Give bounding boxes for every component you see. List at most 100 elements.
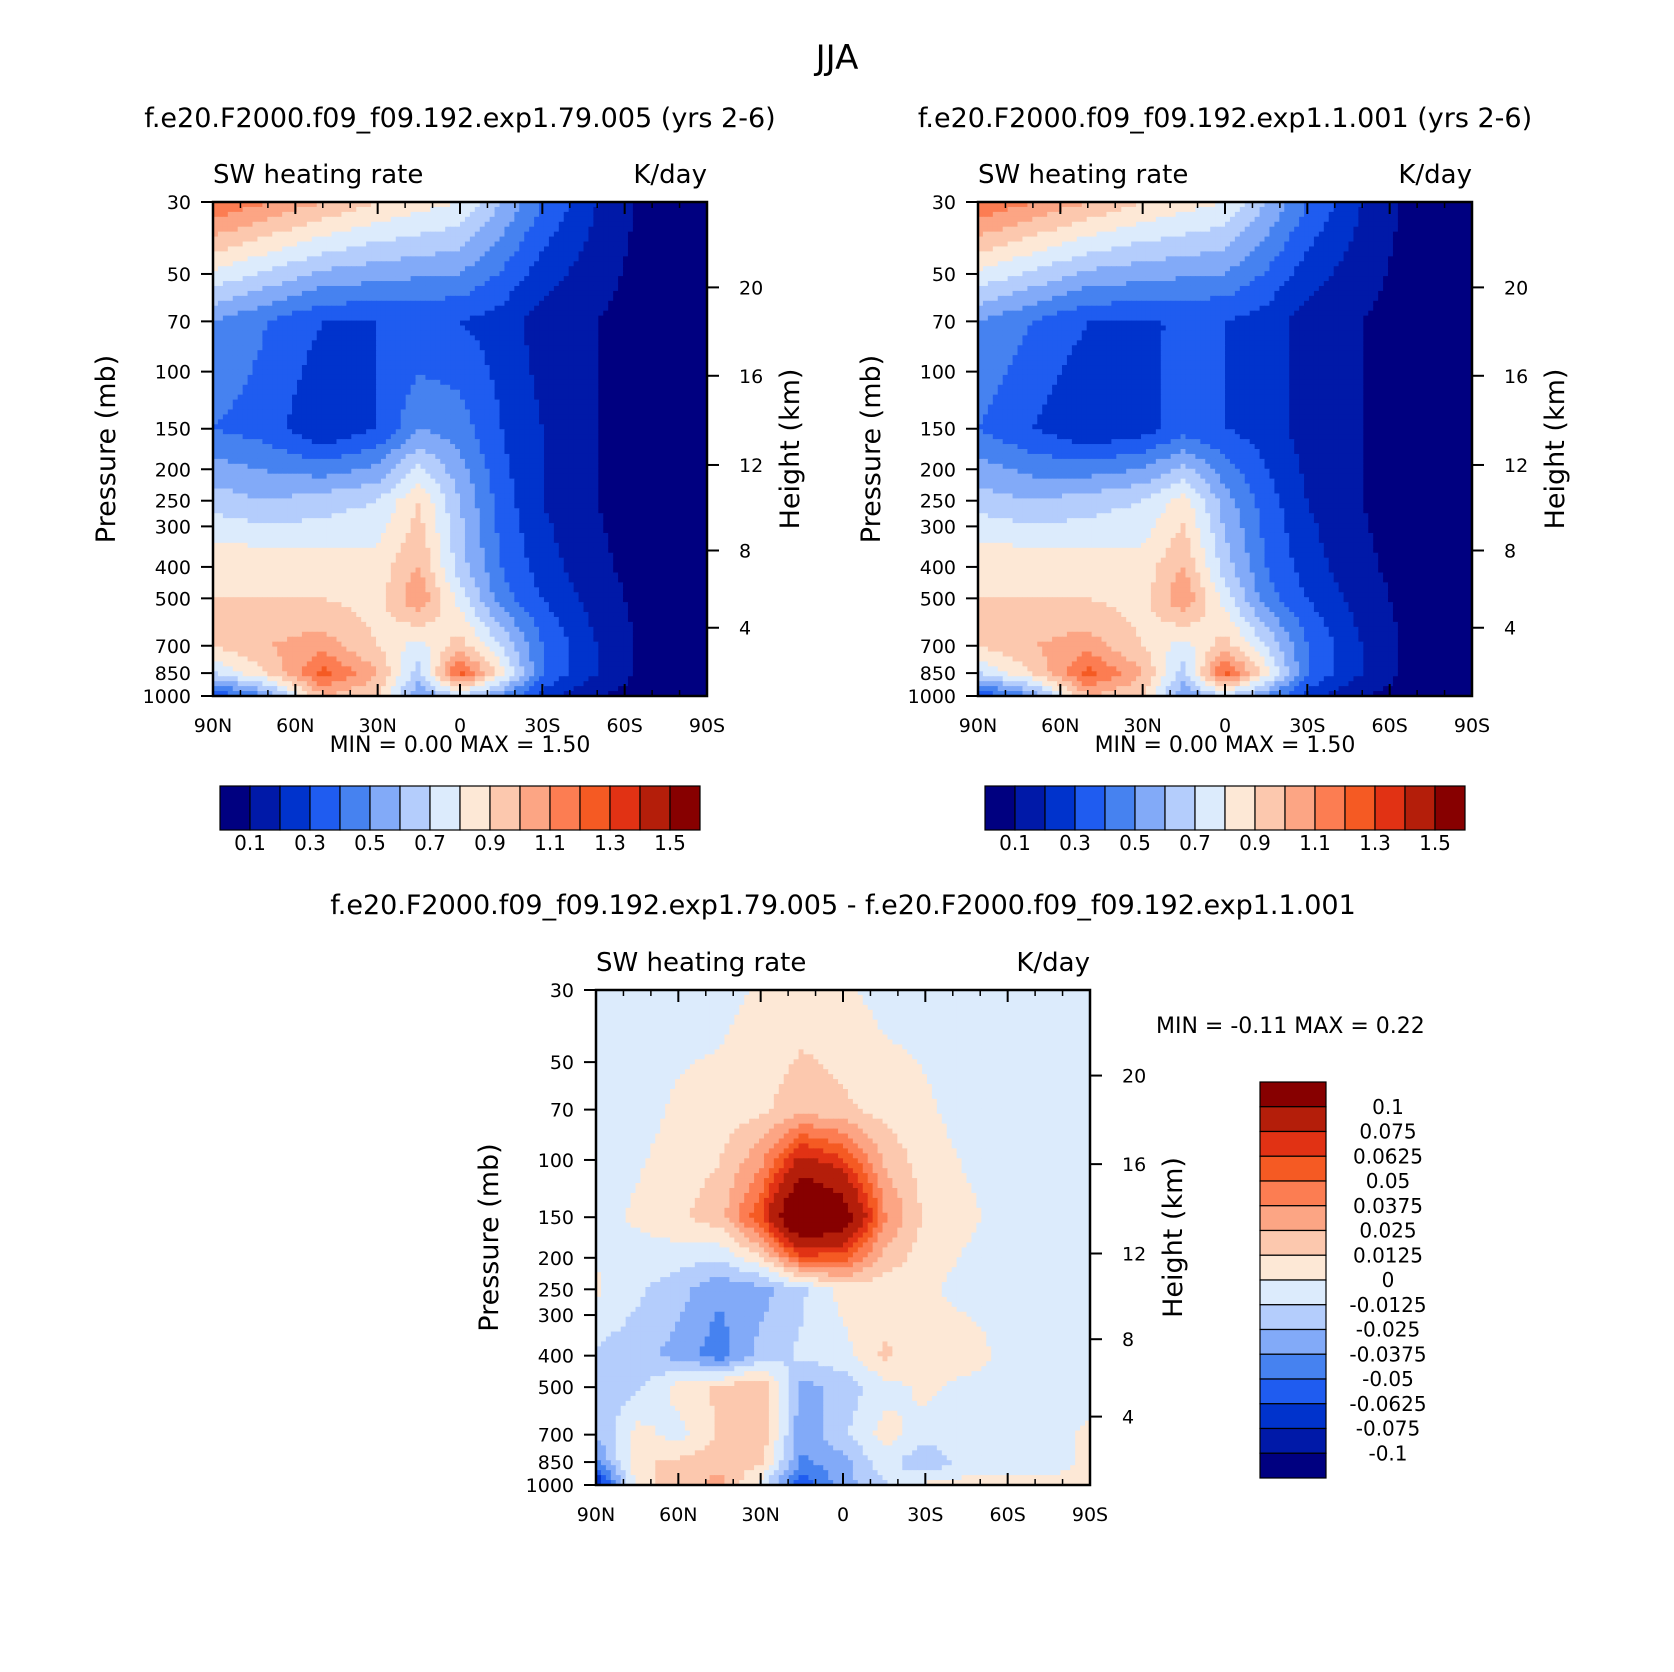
contour-cell: [385, 360, 392, 366]
contour-cell: [400, 345, 407, 351]
contour-cell: [282, 404, 288, 411]
contour-cell: [682, 251, 688, 257]
contour-cell: [608, 320, 614, 327]
contour-cell: [613, 355, 619, 361]
contour-cell: [341, 444, 347, 450]
contour-cell: [405, 369, 412, 376]
contour-cell: [662, 241, 669, 248]
contour-cell: [548, 394, 555, 401]
contour-cell: [341, 231, 347, 238]
contour-cell: [267, 241, 273, 248]
contour-cell: [573, 305, 580, 312]
contour-cell: [450, 202, 456, 208]
contour-cell: [474, 379, 481, 386]
contour-cell: [677, 335, 683, 341]
contour-cell: [267, 404, 273, 411]
contour-cell: [400, 305, 407, 312]
contour-cell: [519, 290, 525, 297]
contour-cell: [558, 439, 565, 445]
contour-cell: [217, 325, 224, 332]
contour-cell: [405, 206, 412, 213]
contour-cell: [692, 251, 698, 257]
contour-cell: [341, 384, 347, 391]
contour-cell: [460, 409, 466, 416]
contour-cell: [346, 202, 352, 208]
contour-cell: [627, 365, 634, 371]
contour-cell: [316, 374, 323, 381]
contour-cell: [662, 360, 669, 366]
contour-cell: [247, 231, 254, 238]
contour-cell: [657, 261, 664, 267]
contour-cell: [455, 310, 461, 317]
contour-cell: [568, 330, 575, 336]
contour-cell: [677, 325, 683, 332]
contour-cell: [450, 399, 456, 406]
contour-cell: [489, 305, 496, 312]
contour-cell: [484, 419, 491, 425]
contour-cell: [252, 216, 259, 223]
contour-cell: [232, 350, 239, 356]
contour-cell: [598, 424, 604, 430]
contour-cell: [474, 350, 481, 356]
contour-cell: [385, 419, 392, 425]
contour-cell: [217, 399, 224, 406]
contour-cell: [237, 369, 244, 376]
contour-cell: [509, 360, 515, 366]
contour-cell: [647, 325, 654, 332]
contour-cell: [474, 320, 481, 327]
contour-cell: [529, 285, 535, 292]
contour-cell: [568, 202, 575, 208]
contour-cell: [534, 379, 540, 386]
contour-cell: [213, 384, 219, 391]
contour-cell: [237, 305, 244, 312]
contour-cell: [395, 216, 402, 223]
contour-cell: [217, 350, 224, 356]
contour-cell: [252, 330, 259, 336]
contour-cell: [455, 211, 461, 218]
contour-cell: [474, 325, 481, 332]
contour-cell: [563, 404, 570, 411]
contour-cell: [425, 384, 431, 391]
contour-cell: [336, 300, 343, 307]
contour-cell: [445, 325, 451, 332]
contour-cell: [455, 241, 461, 248]
contour-cell: [242, 216, 249, 223]
contour-cell: [667, 409, 674, 416]
contour-cell: [484, 434, 491, 440]
contour-cell: [593, 404, 599, 411]
contour-cell: [346, 365, 352, 371]
contour-cell: [376, 404, 382, 411]
contour-cell: [593, 399, 599, 406]
contour-cell: [553, 389, 560, 396]
contour-cell: [687, 241, 693, 248]
contour-cell: [455, 444, 461, 450]
contour-cell: [573, 409, 580, 416]
contour-cell: [445, 211, 451, 218]
contour-cell: [455, 206, 461, 213]
contour-cell: [351, 290, 357, 297]
contour-cell: [583, 355, 590, 361]
contour-cell: [257, 261, 263, 267]
contour-cell: [242, 419, 249, 425]
contour-cell: [687, 355, 693, 361]
contour-cell: [682, 305, 688, 312]
contour-cell: [213, 251, 219, 257]
contour-cell: [583, 266, 590, 272]
contour-cell: [440, 251, 446, 257]
contour-cell: [445, 419, 451, 425]
contour-cell: [702, 404, 707, 411]
contour-cell: [543, 236, 550, 243]
contour-cell: [376, 206, 382, 213]
contour-cell: [336, 221, 343, 228]
contour-cell: [420, 246, 427, 252]
contour-cell: [583, 305, 590, 312]
contour-cell: [543, 315, 550, 322]
contour-cell: [484, 429, 491, 435]
contour-cell: [637, 434, 644, 440]
contour-cell: [474, 369, 481, 376]
contour-cell: [306, 355, 313, 361]
contour-cell: [578, 399, 585, 406]
contour-cell: [548, 271, 555, 277]
contour-cell: [514, 320, 520, 327]
contour-cell: [227, 335, 234, 341]
